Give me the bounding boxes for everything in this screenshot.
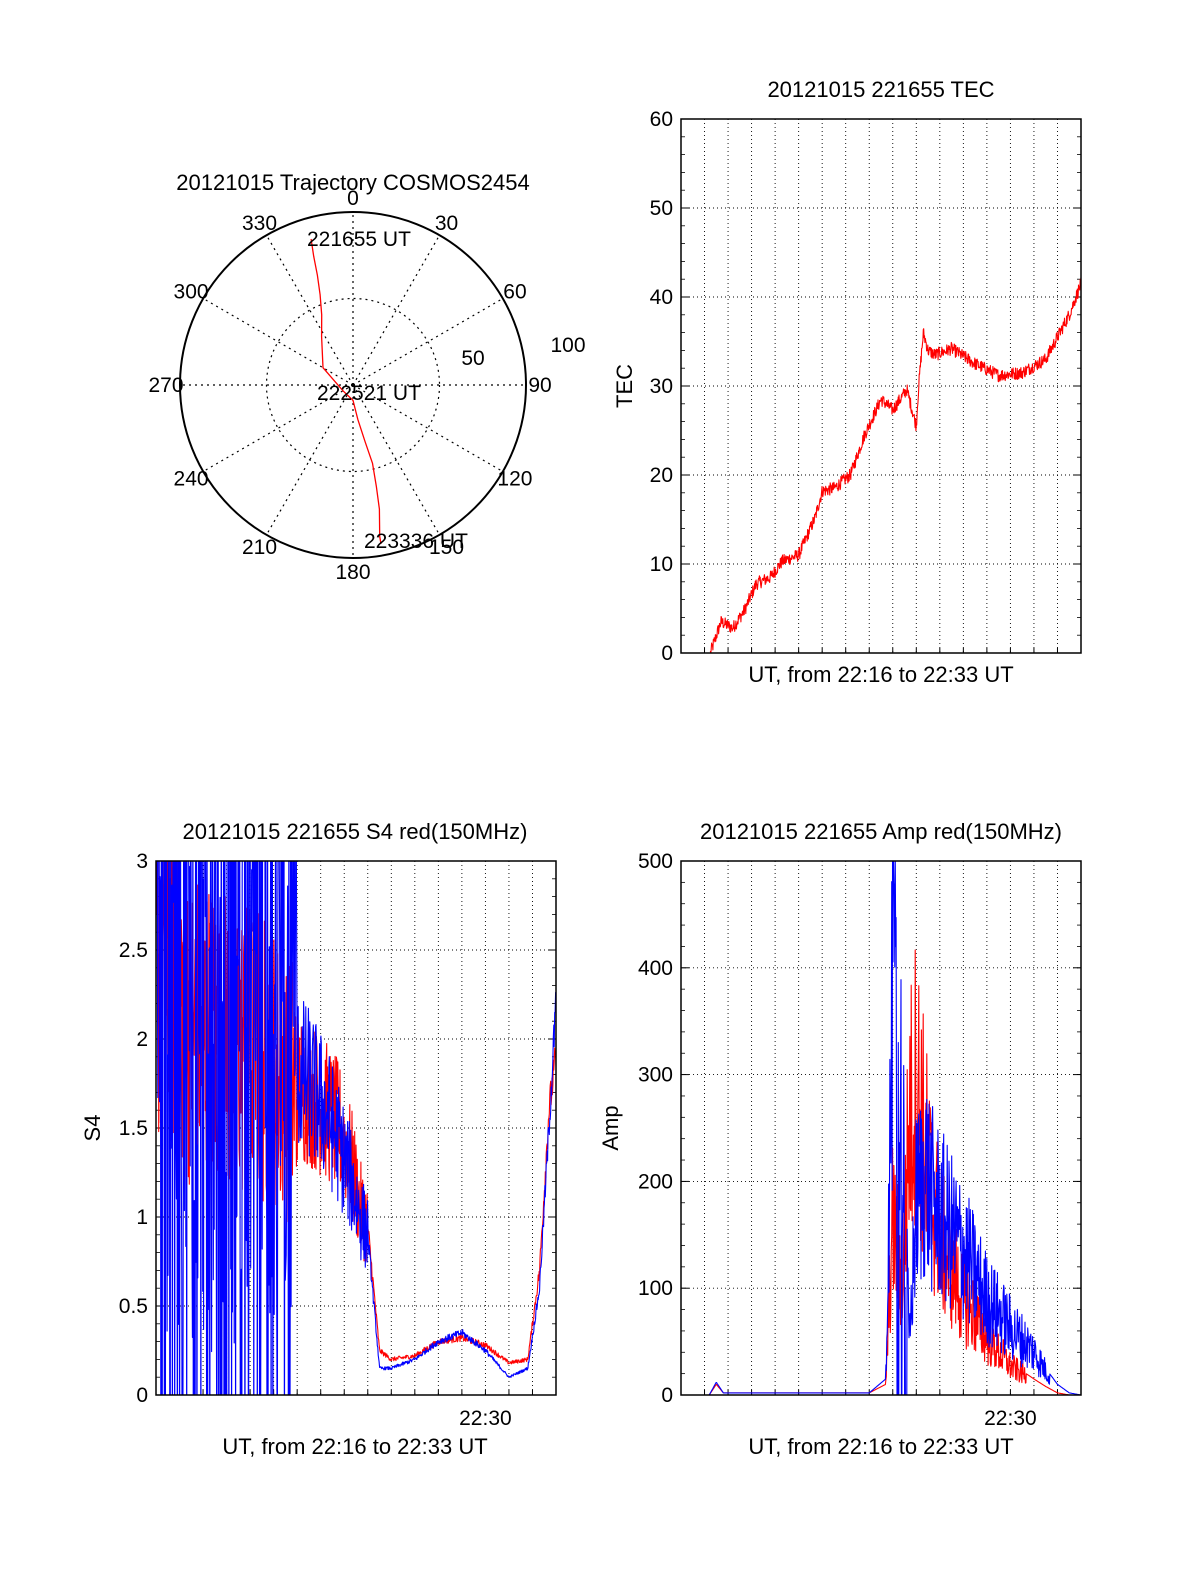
polar-azimuth-label: 60 <box>503 281 526 304</box>
y-tick-label: 500 <box>638 850 673 873</box>
y-tick-label: 50 <box>650 197 673 220</box>
polar-grid-spoke <box>352 297 504 386</box>
polar-azimuth-label: 300 <box>174 281 209 304</box>
s4-ylabel: S4 <box>80 1115 105 1142</box>
amp-grid <box>681 860 1081 1396</box>
y-tick-label: 30 <box>650 375 673 398</box>
y-tick-label: 10 <box>650 553 673 576</box>
x-tick-label: 22:30 <box>984 1407 1037 1430</box>
tec-grid <box>681 118 1081 654</box>
tec-frame <box>680 118 1082 654</box>
x-tick-label: 22:30 <box>459 1407 512 1430</box>
amp-ylabel: Amp <box>598 1105 623 1150</box>
polar-azimuth-label: 120 <box>497 468 532 491</box>
polar-grid <box>180 212 526 558</box>
amp-chart: 20121015 221655 Amp red(150MHz) 0 100 200 3… <box>598 819 1082 1459</box>
tec-y-ticks: 0 10 20 30 40 50 60 <box>650 108 673 665</box>
amp-series <box>681 861 1081 1395</box>
polar-azimuth-label: 330 <box>242 212 277 235</box>
polar-grid-spoke <box>352 384 441 536</box>
y-tick-label: 400 <box>638 957 673 980</box>
y-tick-label: 2.5 <box>119 939 148 962</box>
polar-marker-start: 221655 UT <box>307 228 411 251</box>
amp-xlabel: UT, from 22:16 to 22:33 UT <box>748 1434 1013 1459</box>
polar-grid-spoke <box>202 297 354 386</box>
polar-grid-ring <box>265 297 441 473</box>
polar-azimuth-label: 270 <box>148 374 183 397</box>
polar-marker-middle: 222521 UT <box>317 382 421 405</box>
y-tick-label: 200 <box>638 1170 673 1193</box>
tec-series-TEC <box>709 277 1081 653</box>
amp-x-ticks: 22:30 <box>984 1407 1037 1430</box>
s4-x-ticks: 22:30 <box>459 1407 512 1430</box>
polar-series <box>310 238 382 545</box>
polar-azimuth-label: 180 <box>335 561 370 584</box>
polar-grid-spoke <box>202 384 354 473</box>
tec-title: 20121015 221655 TEC <box>767 77 994 102</box>
y-tick-label: 1.5 <box>119 1117 148 1140</box>
polar-grid-spoke <box>265 384 354 536</box>
polar-grid-spoke <box>352 384 504 473</box>
y-tick-label: 0 <box>661 642 673 665</box>
polar-grid-spoke <box>265 234 354 386</box>
y-tick-label: 2 <box>136 1028 148 1051</box>
amp-frame <box>680 860 1082 1396</box>
polar-marker-end: 223336 UT <box>364 530 468 553</box>
amp-y-ticks: 0 100 200 300 400 500 <box>638 850 673 1407</box>
amp-series-blue <box>681 861 1081 1395</box>
s4-y-ticks: 0 0.5 1 1.5 2 2.5 3 <box>119 850 148 1407</box>
s4-series <box>156 861 556 1395</box>
polar-azimuth-label: 90 <box>528 374 551 397</box>
tec-series <box>709 277 1081 653</box>
tec-xlabel: UT, from 22:16 to 22:33 UT <box>748 662 1013 687</box>
y-tick-label: 100 <box>638 1277 673 1300</box>
s4-series-blue <box>156 861 556 1395</box>
polar-azimuth-label: 0 <box>347 187 359 210</box>
s4-chart: 20121015 221655 S4 red(150MHz) 0 0.5 1 1.5 2… <box>80 819 557 1459</box>
y-tick-label: 300 <box>638 1064 673 1087</box>
s4-xlabel: UT, from 22:16 to 22:33 UT <box>222 1434 487 1459</box>
polar-azimuth-labels: 0 30 60 90 120 150 180 210 240 270 300 330 <box>148 187 551 584</box>
y-tick-label: 0 <box>661 1384 673 1407</box>
y-tick-label: 1 <box>136 1206 148 1229</box>
polar-azimuth-label: 210 <box>242 536 277 559</box>
s4-frame <box>155 860 557 1396</box>
tec-chart: 20121015 221655 TEC 0 10 20 30 40 50 60 UT, fr… <box>612 77 1082 687</box>
polar-azimuth-label: 30 <box>435 212 458 235</box>
polar-trajectory-chart: 20121015 Trajectory COSMOS2454 0 30 60 90 12… <box>148 170 585 584</box>
polar-elevation-label-100: 100 <box>550 334 585 357</box>
polar-title: 20121015 Trajectory COSMOS2454 <box>176 170 529 195</box>
polar-trajectory-line <box>310 238 382 545</box>
y-tick-label: 60 <box>650 108 673 131</box>
y-tick-label: 0 <box>136 1384 148 1407</box>
y-tick-label: 3 <box>136 850 148 873</box>
polar-azimuth-label: 150 <box>429 536 464 559</box>
y-tick-label: 20 <box>650 464 673 487</box>
y-tick-label: 0.5 <box>119 1295 148 1318</box>
polar-outer-circle <box>179 211 527 559</box>
amp-title: 20121015 221655 Amp red(150MHz) <box>700 819 1062 844</box>
polar-azimuth-label: 240 <box>174 468 209 491</box>
polar-grid-spoke <box>352 234 441 386</box>
amp-series-red <box>681 949 1081 1395</box>
s4-title: 20121015 221655 S4 red(150MHz) <box>183 819 528 844</box>
tec-ylabel: TEC <box>612 364 637 408</box>
y-tick-label: 40 <box>650 286 673 309</box>
polar-elevation-label-50: 50 <box>461 347 484 370</box>
